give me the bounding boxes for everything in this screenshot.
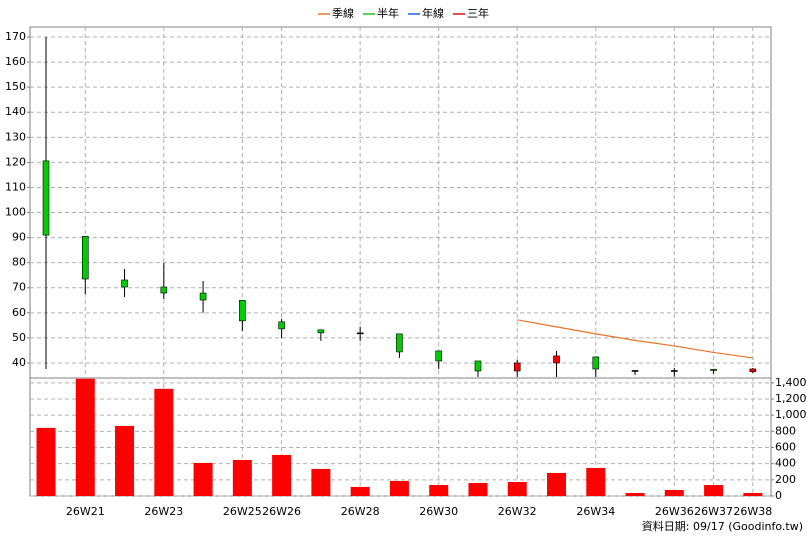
candle-body bbox=[396, 333, 403, 353]
volume-bar bbox=[232, 459, 252, 496]
y-tick-label: 150 bbox=[5, 80, 26, 93]
candle-body bbox=[749, 368, 757, 373]
candle-body bbox=[42, 160, 50, 236]
y-tick-label: 40 bbox=[12, 356, 26, 369]
volume-bar bbox=[547, 472, 567, 496]
y-tick-label: 140 bbox=[5, 105, 26, 118]
y2-tick-label: 1,400 bbox=[775, 376, 807, 389]
candle-body bbox=[199, 292, 207, 301]
candle-body bbox=[474, 360, 482, 372]
y2-tick-label: 1,200 bbox=[775, 392, 807, 405]
y2-tick-label: 0 bbox=[775, 489, 782, 502]
legend-label: 季線 bbox=[332, 6, 354, 20]
y-tick-label: 130 bbox=[5, 130, 26, 143]
y-tick-label: 110 bbox=[5, 180, 26, 193]
volume-bar bbox=[625, 493, 645, 496]
volume-bar bbox=[115, 425, 135, 496]
x-tick-label: 26W37 bbox=[694, 505, 733, 518]
volume-bar bbox=[272, 454, 292, 496]
ma-line bbox=[517, 319, 753, 359]
y-tick-label: 50 bbox=[12, 331, 26, 344]
volume-bar bbox=[429, 485, 449, 496]
y-tick-label: 100 bbox=[5, 206, 26, 219]
candle-body bbox=[513, 362, 521, 372]
y-tick-label: 160 bbox=[5, 55, 26, 68]
volume-bar bbox=[350, 486, 370, 496]
y2-tick-label: 400 bbox=[775, 457, 796, 470]
candle-body bbox=[435, 350, 443, 362]
volume-bar bbox=[507, 482, 527, 496]
footer: 資料日期: 09/17 (Goodinfo.tw) bbox=[642, 519, 803, 533]
y-tick-label: 90 bbox=[12, 231, 26, 244]
plot-frame bbox=[29, 26, 772, 497]
y2-tick-label: 600 bbox=[775, 441, 796, 454]
volume-bar bbox=[389, 480, 409, 496]
candle-body bbox=[81, 236, 89, 280]
candle-body bbox=[121, 279, 128, 288]
x-tick-label: 26W23 bbox=[144, 505, 183, 518]
y2-tick-label: 200 bbox=[775, 473, 796, 486]
x-tick-label: 26W26 bbox=[262, 505, 301, 518]
candle-body bbox=[278, 321, 285, 330]
volume-bar bbox=[154, 388, 174, 496]
y-tick-label: 120 bbox=[5, 155, 26, 168]
candle-body bbox=[356, 332, 364, 335]
x-tick-label: 26W38 bbox=[733, 505, 772, 518]
y-tick-label: 170 bbox=[5, 30, 26, 43]
volume-bar bbox=[704, 485, 724, 496]
candle-body bbox=[710, 368, 717, 371]
x-tick-label: 26W21 bbox=[66, 505, 105, 518]
y2-tick-label: 800 bbox=[775, 424, 796, 437]
volume-bar bbox=[468, 482, 488, 496]
x-tick-label: 26W32 bbox=[498, 505, 537, 518]
candle-body bbox=[671, 370, 678, 372]
candle-body bbox=[160, 286, 168, 294]
candle-body bbox=[631, 370, 639, 372]
candle-body bbox=[317, 329, 325, 334]
volume-bar bbox=[75, 378, 95, 496]
x-tick-label: 26W34 bbox=[576, 505, 615, 518]
x-tick-label: 26W36 bbox=[655, 505, 694, 518]
candle-body bbox=[592, 356, 600, 370]
volume-bar bbox=[311, 468, 331, 496]
x-tick-label: 26W30 bbox=[419, 505, 458, 518]
volume-bar bbox=[193, 462, 213, 496]
x-tick-label: 26W28 bbox=[341, 505, 380, 518]
x-tick-label: 26W25 bbox=[223, 505, 262, 518]
candle-body bbox=[553, 355, 560, 364]
legend-label: 年線 bbox=[422, 6, 444, 20]
volume-bar bbox=[586, 467, 606, 496]
volume-bar bbox=[664, 490, 684, 496]
volume-bar bbox=[36, 427, 56, 496]
y-tick-label: 80 bbox=[12, 256, 26, 269]
y-tick-label: 70 bbox=[12, 281, 26, 294]
volume-bar bbox=[743, 493, 763, 496]
candle-body bbox=[239, 299, 246, 322]
legend-label: 半年 bbox=[377, 6, 399, 20]
y-tick-label: 60 bbox=[12, 306, 26, 319]
legend-label: 三年 bbox=[467, 6, 489, 20]
y2-tick-label: 1,000 bbox=[775, 408, 807, 421]
